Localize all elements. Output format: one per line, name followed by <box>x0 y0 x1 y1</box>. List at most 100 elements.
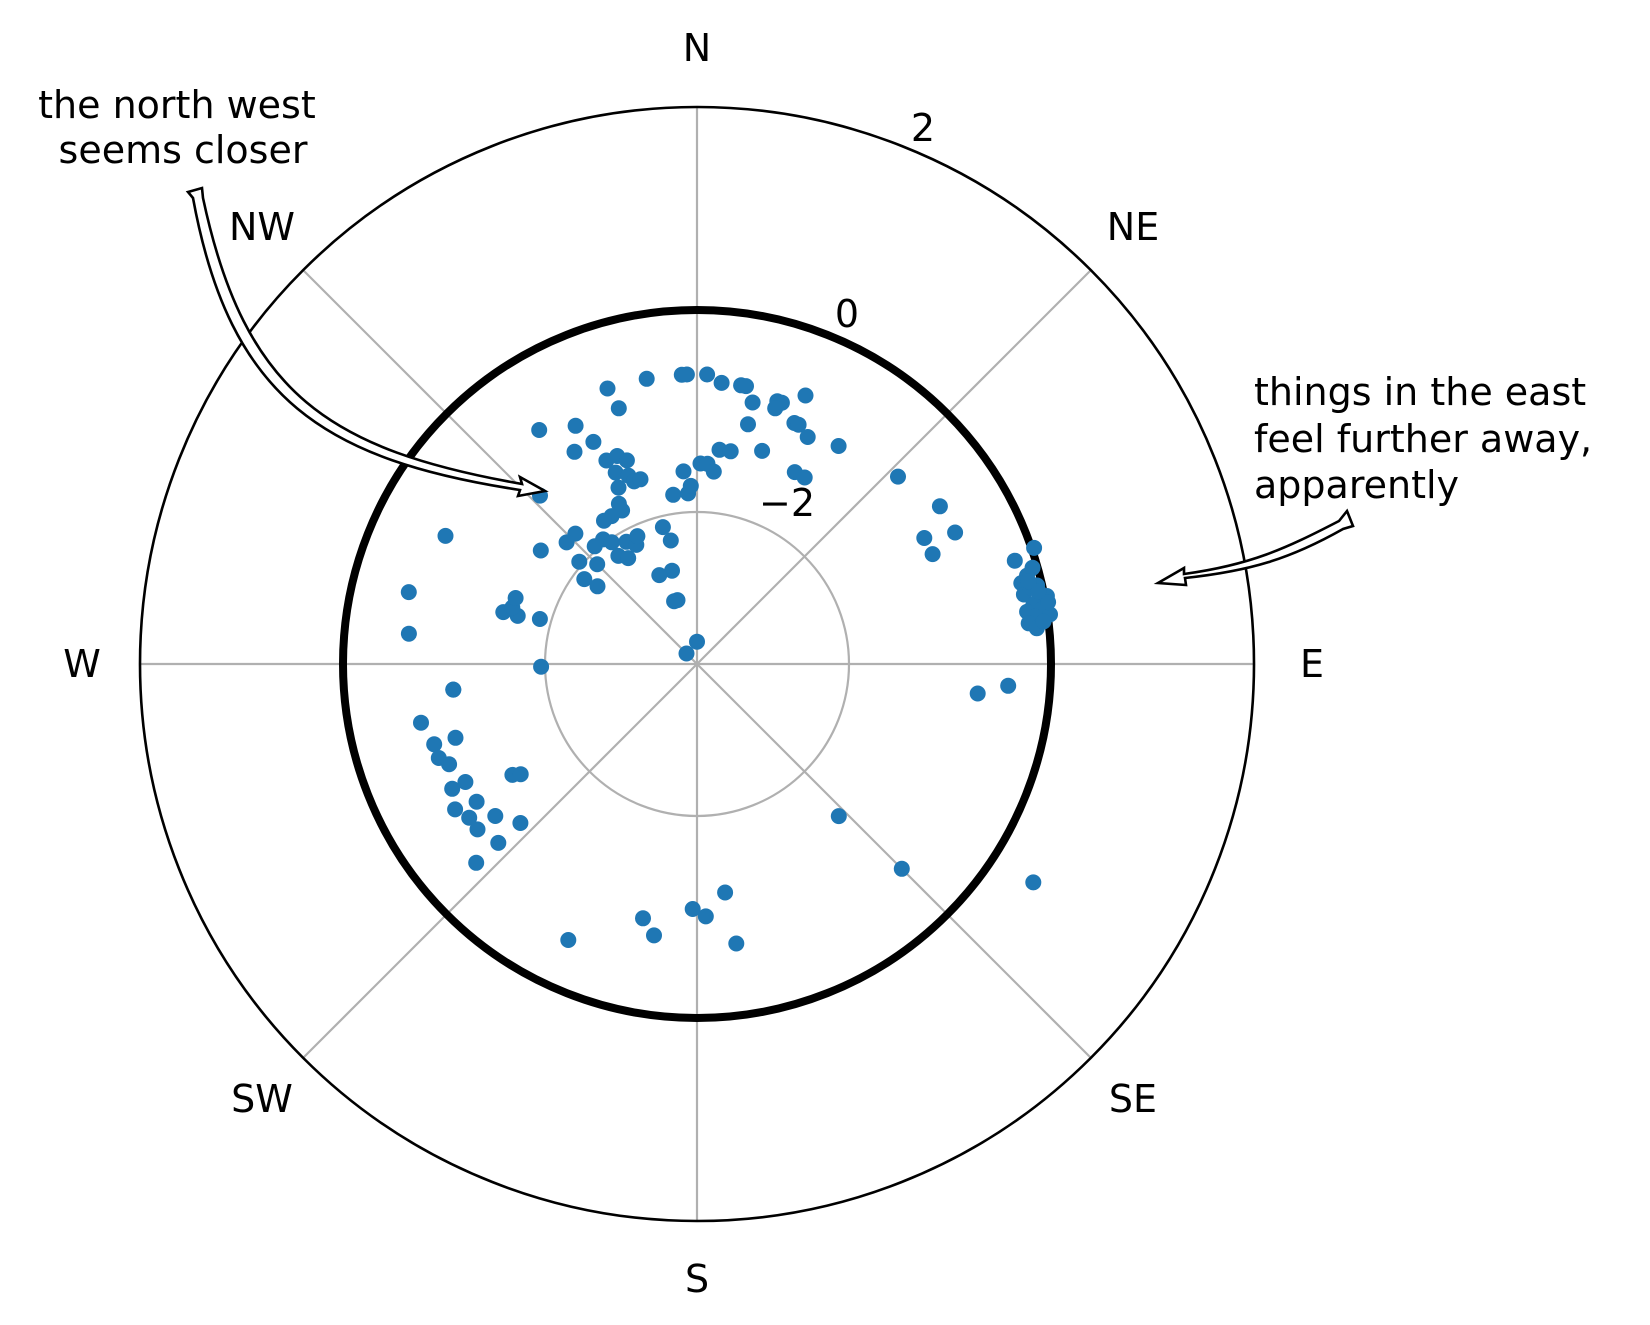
direction-label-se: SE <box>1109 1077 1157 1121</box>
data-point <box>512 766 529 783</box>
direction-label-w: W <box>63 642 101 686</box>
data-point <box>799 429 816 445</box>
data-point <box>740 416 756 433</box>
data-point <box>607 464 624 481</box>
scatter-points <box>400 366 1058 952</box>
data-point <box>586 538 603 555</box>
data-point <box>713 374 730 391</box>
data-point <box>678 645 695 662</box>
radial-tick-label-2: 2 <box>911 106 935 150</box>
data-point <box>445 681 462 698</box>
data-point <box>468 854 485 871</box>
data-point <box>447 729 464 746</box>
data-point <box>567 417 584 434</box>
data-point <box>531 422 548 438</box>
data-point <box>744 394 761 411</box>
direction-label-sw: SW <box>231 1077 293 1121</box>
data-point <box>651 567 668 584</box>
annotation-arrow-northwest <box>185 186 549 498</box>
data-point <box>654 519 671 536</box>
data-point <box>924 546 941 563</box>
data-point <box>558 534 575 551</box>
annotation-east-line-1: things in the east <box>1254 370 1586 414</box>
data-point <box>666 593 683 610</box>
data-point <box>664 562 680 579</box>
direction-labels: N NE E SE S SW W NW <box>63 26 1324 1301</box>
data-point <box>533 658 550 675</box>
data-point <box>618 452 635 469</box>
data-point <box>689 633 705 650</box>
data-point <box>603 534 620 551</box>
data-point <box>1006 552 1023 569</box>
data-point <box>1026 539 1043 556</box>
direction-label-s: S <box>685 1257 709 1301</box>
data-point <box>682 477 699 494</box>
data-point <box>457 774 474 790</box>
data-point <box>610 479 627 496</box>
data-point <box>437 527 454 544</box>
data-point <box>699 366 716 383</box>
data-point <box>646 927 662 944</box>
data-point <box>413 714 429 731</box>
data-point <box>675 463 692 480</box>
outer-boundary <box>138 105 1256 1223</box>
data-point <box>1030 583 1047 600</box>
radial-tick-label-0: 0 <box>835 292 859 336</box>
data-point <box>665 486 682 503</box>
data-point <box>1025 874 1042 891</box>
radial-tick-label-minus-2: −2 <box>759 481 815 525</box>
data-point <box>620 550 637 567</box>
data-point <box>754 442 771 459</box>
direction-label-ne: NE <box>1107 205 1159 249</box>
data-point <box>585 433 602 450</box>
data-point <box>947 524 964 541</box>
data-point <box>531 611 548 627</box>
data-point <box>738 378 754 395</box>
annotation-northwest: the north west seems closer <box>38 83 328 172</box>
data-point <box>599 380 616 397</box>
data-point <box>532 542 549 559</box>
data-point <box>487 808 504 824</box>
data-point <box>662 532 679 549</box>
data-point <box>632 471 649 488</box>
data-point <box>678 366 695 383</box>
data-point <box>969 685 986 702</box>
data-point <box>684 901 701 917</box>
data-point <box>638 370 655 387</box>
data-point <box>566 443 583 460</box>
data-point <box>767 400 784 417</box>
annotation-arrow-east <box>1153 508 1355 587</box>
data-point <box>916 530 933 546</box>
data-point <box>589 578 606 595</box>
data-point <box>461 809 478 826</box>
data-point <box>790 416 807 433</box>
annotation-east: things in the east feel further away, ap… <box>1254 370 1604 507</box>
data-point <box>629 528 646 545</box>
data-point <box>890 468 906 485</box>
data-point <box>441 756 458 773</box>
data-point <box>610 400 627 417</box>
data-point <box>931 498 948 515</box>
grid-spoke-nw-se <box>302 269 1092 1059</box>
data-point <box>576 571 593 588</box>
annotation-east-line-2: feel further away, <box>1254 417 1592 461</box>
direction-label-nw: NW <box>229 205 295 249</box>
data-point <box>490 834 507 851</box>
data-point <box>796 469 813 486</box>
data-point <box>717 884 734 901</box>
data-point <box>1040 594 1057 611</box>
data-point <box>728 935 745 952</box>
data-point <box>447 801 464 818</box>
data-point <box>722 443 739 460</box>
data-point <box>1020 573 1037 590</box>
data-point <box>589 556 606 573</box>
data-point <box>697 908 714 925</box>
data-point <box>571 553 588 570</box>
data-point <box>426 736 443 753</box>
data-point <box>400 625 417 642</box>
data-point <box>1000 677 1017 694</box>
annotations: the north west seems closer things in th… <box>38 83 1604 587</box>
data-point <box>596 512 612 529</box>
data-point <box>830 808 847 825</box>
